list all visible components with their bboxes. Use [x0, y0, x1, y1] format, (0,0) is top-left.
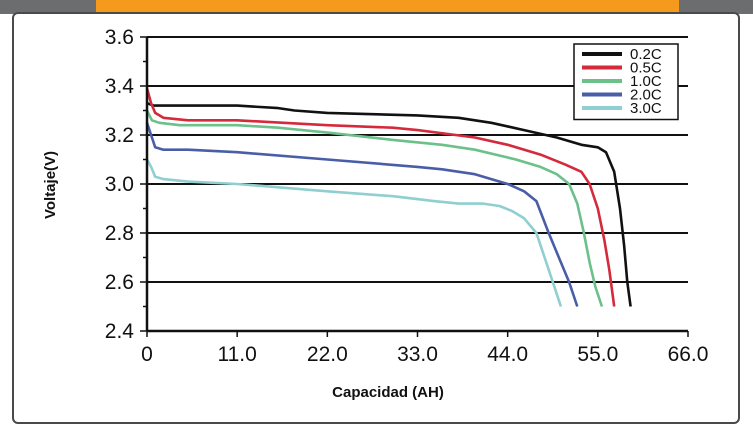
x-tick-label: 33.0 [397, 343, 438, 366]
x-tick-label: 22.0 [307, 343, 348, 366]
header-band [0, 0, 753, 14]
legend-label-0.2C: 0.2C [630, 46, 662, 63]
y-tick-label: 3.2 [105, 124, 134, 147]
y-tick-label: 2.8 [105, 222, 134, 245]
y-tick-label: 3.0 [105, 173, 134, 196]
series-line-1.0C [145, 109, 604, 307]
header-band-right [679, 0, 753, 14]
legend-label-1.0C: 1.0C [630, 73, 662, 90]
y-tick-label: 2.6 [105, 271, 134, 294]
x-tick-labels: 0 11.0 22.0 33.0 44.0 55.0 66.0 [141, 343, 708, 366]
y-tick-label: 2.4 [105, 320, 135, 343]
gridlines [147, 36, 688, 283]
x-tick-label: 66.0 [668, 343, 709, 366]
x-tick-label: 11.0 [218, 343, 257, 366]
x-axis-title: Capacidad (AH) [332, 384, 444, 401]
series-line-0.5C [145, 88, 616, 307]
series-line-3.0C [145, 158, 563, 307]
header-band-accent [96, 0, 679, 14]
legend: 0.2C0.5C1.0C2.0C3.0C [573, 43, 679, 121]
series-line-0.2C [146, 101, 632, 307]
y-tick-label: 3.4 [105, 75, 135, 98]
legend-label-3.0C: 3.0C [630, 100, 662, 117]
y-axis-title: Voltaje(V) [42, 151, 59, 219]
axes [140, 36, 689, 337]
x-tick-label: 44.0 [487, 343, 528, 366]
series-lines [145, 88, 632, 307]
series-line-2.0C [145, 122, 579, 307]
y-tick-label: 3.6 [105, 26, 134, 49]
x-tick-label: 55.0 [577, 343, 618, 366]
header-band-left [0, 0, 96, 14]
x-tick-label: 0 [141, 343, 153, 366]
y-tick-labels: 2.4 2.6 2.8 3.0 3.2 3.4 3.6 [105, 26, 135, 343]
legend-label-2.0C: 2.0C [630, 87, 662, 104]
legend-label-0.5C: 0.5C [630, 60, 662, 77]
